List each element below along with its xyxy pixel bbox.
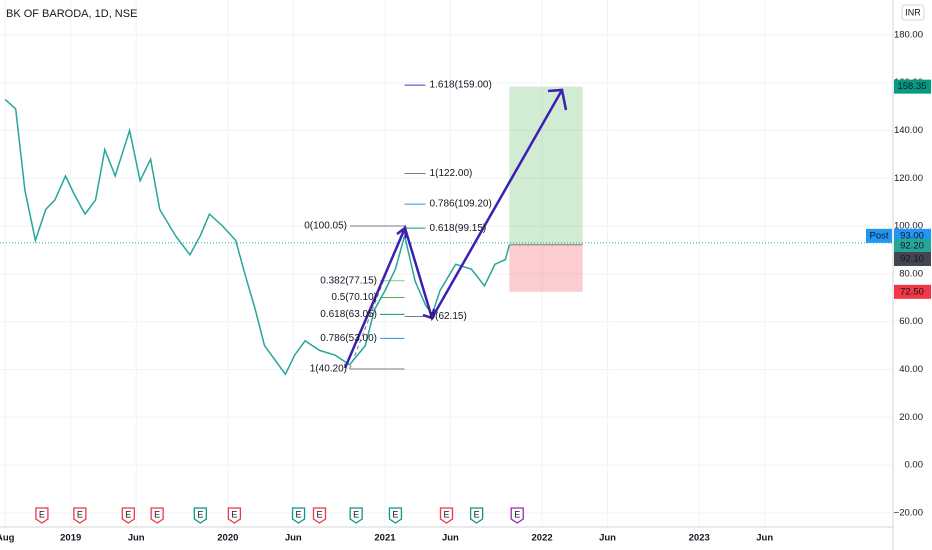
earnings-label: E bbox=[125, 509, 131, 519]
earnings-label: E bbox=[39, 509, 45, 519]
y-tick-label: 100.00 bbox=[894, 221, 923, 232]
earnings-badge bbox=[349, 507, 363, 524]
fib-ext-label: 0(62.15) bbox=[430, 311, 467, 322]
y-tick-label: 40.00 bbox=[899, 364, 923, 375]
y-tick-label: 140.00 bbox=[894, 125, 923, 136]
price-label-box bbox=[894, 238, 931, 253]
earnings-badge bbox=[121, 507, 135, 524]
earnings-label: E bbox=[77, 509, 83, 519]
earnings-badge bbox=[469, 507, 484, 524]
earnings-badge bbox=[510, 507, 524, 524]
y-tick-label: 60.00 bbox=[899, 316, 923, 327]
price-label: 92.20 bbox=[900, 240, 924, 251]
price-label-box bbox=[894, 79, 931, 94]
earnings-label: E bbox=[353, 509, 359, 519]
x-tick-label: Jun bbox=[442, 533, 459, 544]
earnings-marker[interactable]: E bbox=[150, 507, 164, 524]
earnings-label: E bbox=[514, 509, 520, 519]
earnings-label: E bbox=[316, 509, 322, 519]
x-tick-label: 2019 bbox=[60, 533, 81, 544]
y-tick-label: 80.00 bbox=[899, 268, 923, 279]
earnings-marker[interactable]: E bbox=[73, 507, 87, 524]
price-label: 158.35 bbox=[897, 81, 926, 92]
x-tick-label: 2021 bbox=[374, 533, 396, 544]
fib-ext-label: 0.786(109.20) bbox=[430, 199, 492, 210]
fib-ext-label: 1.618(159.00) bbox=[430, 80, 492, 91]
y-tick-label: −20.00 bbox=[894, 507, 923, 518]
y-tick-label: 20.00 bbox=[899, 412, 923, 423]
x-tick-label: 2020 bbox=[217, 533, 238, 544]
earnings-marker[interactable]: E bbox=[35, 507, 49, 524]
earnings-marker[interactable]: E bbox=[439, 507, 454, 524]
price-label-box bbox=[894, 284, 931, 299]
earnings-badge bbox=[35, 507, 49, 524]
fib-label: 1(40.20) bbox=[310, 364, 347, 375]
fib-label: 0.5(70.10) bbox=[331, 292, 377, 303]
price-label: 93.00 bbox=[900, 230, 924, 241]
fib-ext-label: 0.618(99.15) bbox=[430, 223, 487, 234]
earnings-badge bbox=[291, 507, 306, 524]
earnings-badge bbox=[73, 507, 87, 524]
earnings-marker[interactable]: E bbox=[388, 507, 403, 524]
x-tick-label: Jun bbox=[756, 533, 773, 544]
earnings-badge bbox=[227, 507, 242, 524]
earnings-marker[interactable]: E bbox=[121, 507, 135, 524]
earnings-label: E bbox=[231, 509, 237, 519]
drawn-arrow-path bbox=[343, 89, 564, 369]
earnings-label: E bbox=[154, 509, 160, 519]
price-line bbox=[4, 98, 511, 376]
fib-label: 0(100.05) bbox=[304, 221, 347, 232]
earnings-badge bbox=[150, 507, 164, 524]
loss-zone bbox=[509, 244, 583, 292]
arrow-head bbox=[422, 308, 436, 320]
x-tick-label: Jun bbox=[128, 533, 145, 544]
earnings-badge bbox=[312, 507, 327, 524]
y-tick-label: 0.00 bbox=[905, 460, 924, 471]
earnings-badge bbox=[388, 507, 403, 524]
earnings-label: E bbox=[296, 509, 302, 519]
price-label-box bbox=[894, 251, 931, 266]
fib-label: 0.382(77.15) bbox=[320, 275, 377, 286]
earnings-marker[interactable]: E bbox=[312, 507, 327, 524]
fib-label: 0.786(53.00) bbox=[320, 333, 377, 344]
currency: INR bbox=[905, 7, 921, 17]
earnings-label: E bbox=[443, 509, 449, 519]
price-tag: Post bbox=[869, 230, 888, 241]
y-tick-label: 120.00 bbox=[894, 173, 923, 184]
arrow-head bbox=[396, 225, 408, 239]
earnings-label: E bbox=[392, 509, 398, 519]
x-tick-label: 2023 bbox=[689, 533, 710, 544]
earnings-marker[interactable]: E bbox=[193, 507, 207, 524]
x-tick-label: Jun bbox=[599, 533, 616, 544]
currency-badge[interactable] bbox=[901, 4, 925, 21]
earnings-label: E bbox=[197, 509, 203, 519]
earnings-marker[interactable]: E bbox=[227, 507, 242, 524]
earnings-marker[interactable]: E bbox=[349, 507, 363, 524]
x-tick-label: Jun bbox=[285, 533, 302, 544]
y-tick-label: 180.00 bbox=[894, 29, 923, 40]
price-tag-box bbox=[866, 228, 892, 243]
earnings-label: E bbox=[474, 509, 480, 519]
profit-zone bbox=[509, 86, 583, 245]
chart-title: BK OF BARODA, 1D, NSE bbox=[6, 8, 137, 20]
earnings-badge bbox=[439, 507, 454, 524]
earnings-marker[interactable]: E bbox=[469, 507, 484, 524]
fib-ext-label: 1(122.00) bbox=[430, 168, 473, 179]
earnings-marker[interactable]: E bbox=[291, 507, 306, 524]
x-tick-label: 2022 bbox=[532, 533, 553, 544]
arrow-head bbox=[547, 88, 568, 111]
earnings-marker[interactable]: E bbox=[510, 507, 524, 524]
price-label: 92.10 bbox=[900, 253, 924, 264]
fib-label: 0.618(63.05) bbox=[320, 309, 377, 320]
price-label: 72.50 bbox=[900, 286, 924, 297]
x-tick-label: Aug bbox=[0, 533, 15, 544]
earnings-badge bbox=[193, 507, 207, 524]
